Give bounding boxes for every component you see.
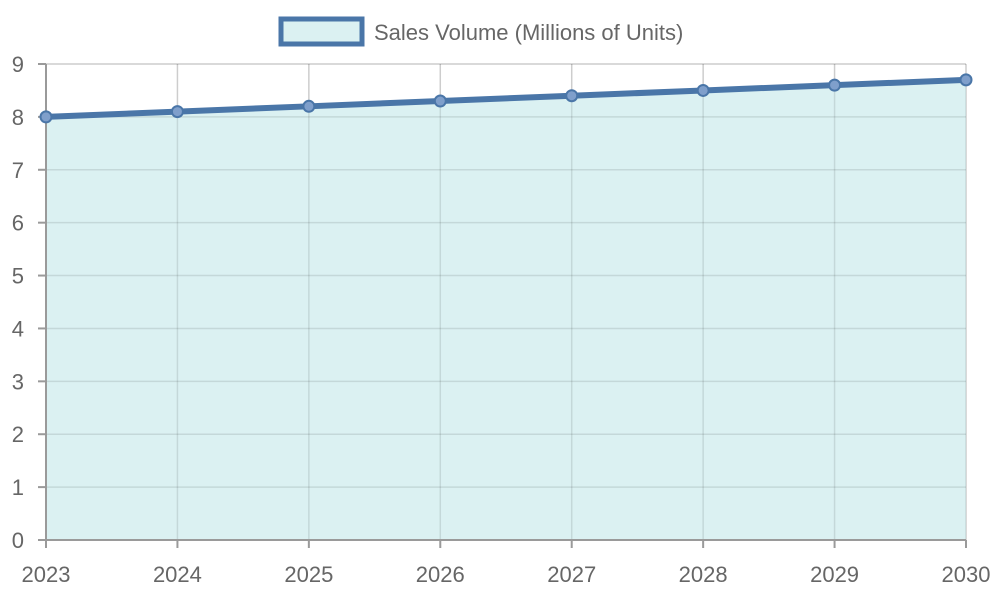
data-point [433,94,447,108]
y-axis-tick-labels: 0 1 2 3 4 5 6 7 8 9 [12,52,24,553]
x-tick-label: 2024 [153,562,202,587]
series-line [43,76,969,120]
y-tick-label: 4 [12,316,24,341]
data-point [828,78,842,92]
x-axis-tick-labels: 2023 2024 2025 2026 2027 2028 2029 2030 [22,562,991,587]
data-point [959,73,973,87]
data-point [696,83,710,97]
x-tick-label: 2026 [416,562,465,587]
legend-label: Sales Volume (Millions of Units) [374,20,683,45]
data-point [170,105,184,119]
area-layer [45,63,967,541]
y-tick-label: 5 [12,264,24,289]
y-tick-label: 8 [12,105,24,130]
y-tick-label: 6 [12,211,24,236]
points-layer [39,73,973,124]
data-point [302,99,316,113]
legend[interactable]: Sales Volume (Millions of Units) [278,16,683,47]
y-tick-label: 9 [12,52,24,77]
x-tick-label: 2023 [22,562,71,587]
y-tick-label: 0 [12,528,24,553]
line-layer [43,76,969,120]
data-point [39,110,53,124]
y-tick-label: 2 [12,422,24,447]
x-tick-label: 2029 [810,562,859,587]
series-area-fill [46,79,966,540]
y-tick-label: 3 [12,369,24,394]
x-tick-label: 2030 [942,562,991,587]
y-tick-label: 1 [12,475,24,500]
data-point [565,89,579,103]
y-tick-label: 7 [12,158,24,183]
legend-swatch [278,16,365,47]
x-tick-label: 2027 [547,562,596,587]
x-tick-label: 2028 [679,562,728,587]
x-tick-label: 2025 [284,562,333,587]
